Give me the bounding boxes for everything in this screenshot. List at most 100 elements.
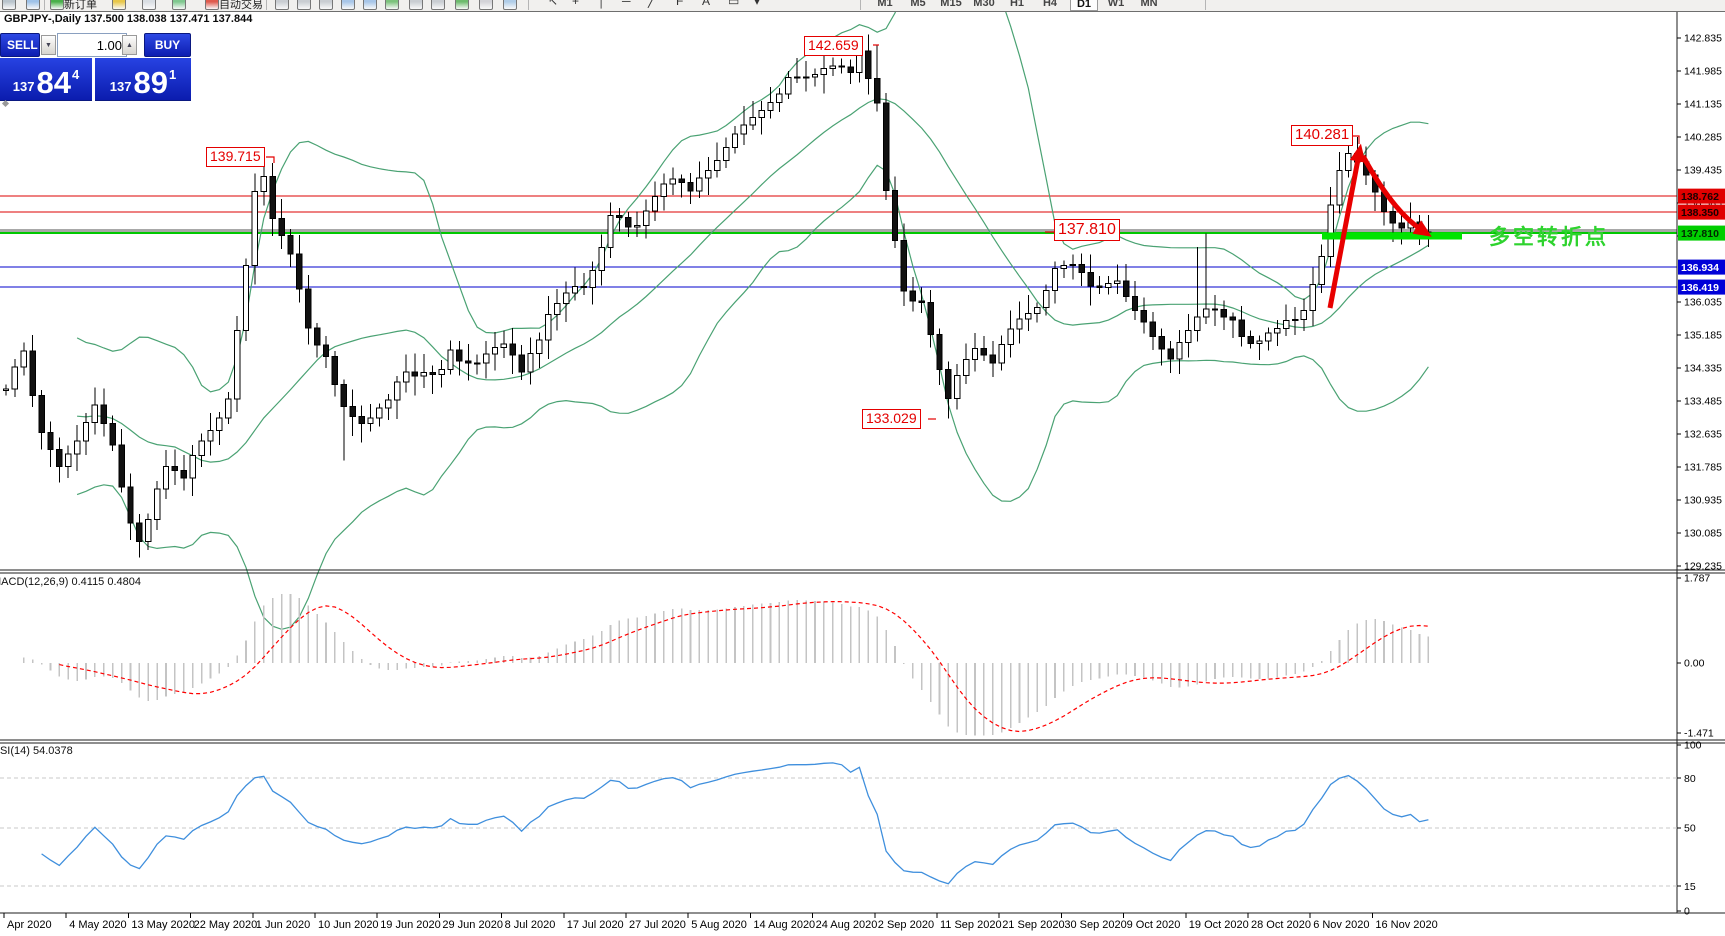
autotrading-icon[interactable]	[205, 0, 219, 10]
history-icon[interactable]	[112, 0, 126, 10]
timeframe-button-m5[interactable]: M5	[910, 0, 926, 9]
web-icon[interactable]	[172, 0, 186, 10]
buy-price[interactable]: 137 89 1	[95, 58, 191, 101]
new-order-label[interactable]: 新订单	[64, 0, 97, 11]
rsi-indicator-label: RSI(14) 54.0378	[0, 745, 73, 757]
shapes-icon[interactable]: ▾	[754, 0, 761, 8]
text-icon[interactable]: A	[702, 0, 711, 8]
svg-text:2 Sep 2020: 2 Sep 2020	[878, 919, 934, 931]
price-axis: 138.585137.735142.835141.985141.135140.2…	[1677, 33, 1725, 918]
price-annotation-133029: 133.029	[862, 409, 921, 429]
volume-increase-button[interactable]: ▲	[122, 35, 137, 55]
svg-text:129.235: 129.235	[1684, 561, 1722, 573]
svg-text:15: 15	[1684, 881, 1696, 893]
svg-text:16 Nov 2020: 16 Nov 2020	[1375, 919, 1437, 931]
tile-windows-icon[interactable]	[385, 0, 399, 10]
svg-text:80: 80	[1684, 773, 1696, 785]
zoom-in-icon[interactable]	[341, 0, 355, 10]
timeframe-button-w1[interactable]: W1	[1107, 0, 1125, 9]
svg-text:17 Jul 2020: 17 Jul 2020	[567, 919, 624, 931]
cloud-icon[interactable]	[142, 0, 156, 10]
svg-text:141.985: 141.985	[1684, 66, 1722, 78]
svg-text:135.185: 135.185	[1684, 330, 1722, 342]
timeframe-button-m15[interactable]: M15	[940, 0, 962, 9]
svg-text:138.762: 138.762	[1681, 191, 1719, 203]
svg-text:27 Jul 2020: 27 Jul 2020	[629, 919, 686, 931]
new-order-icon[interactable]	[50, 0, 64, 10]
macd-signal-line	[59, 600, 1429, 733]
sell-button[interactable]: SELL	[0, 33, 40, 57]
zoom-icon[interactable]	[26, 0, 40, 10]
trade-prices-row: 137 84 4 137 89 1	[0, 58, 191, 101]
one-click-trading-panel: SELL ▼ ▲ BUY 137 84 4 137 89 1	[0, 33, 191, 101]
zoom-out-icon[interactable]	[363, 0, 377, 10]
hline-icon[interactable]: ─	[622, 0, 631, 8]
svg-text:14 Aug 2020: 14 Aug 2020	[753, 919, 815, 931]
svg-text:19 Oct 2020: 19 Oct 2020	[1189, 919, 1249, 931]
timeframe-button-m1[interactable]: M1	[877, 0, 893, 9]
toolbar-separator	[266, 0, 267, 10]
timeframe-button-h4[interactable]: H4	[1042, 0, 1058, 9]
svg-text:11 Sep 2020: 11 Sep 2020	[940, 919, 1002, 931]
timeframe-button-mn[interactable]: MN	[1140, 0, 1158, 9]
label-icon[interactable]: ▭	[728, 0, 740, 8]
svg-text:136.419: 136.419	[1681, 282, 1719, 294]
sell-price[interactable]: 137 84 4	[0, 58, 92, 101]
bar-chart-icon[interactable]	[275, 0, 289, 10]
chart-title: GBPJPY-,Daily 137.500 138.038 137.471 13…	[4, 13, 253, 25]
sell-price-figure: 137	[12, 79, 35, 94]
autotrading-label[interactable]: 自动交易	[219, 0, 263, 11]
buy-button[interactable]: BUY	[144, 33, 191, 57]
toolbar-separator	[1205, 0, 1206, 10]
macd-histogram	[22, 593, 1430, 736]
svg-text:138.350: 138.350	[1681, 207, 1719, 219]
fibonacci-icon[interactable]: F	[676, 0, 684, 8]
line-chart-icon[interactable]	[319, 0, 333, 10]
sell-price-pips: 84	[36, 65, 71, 100]
cursor-icon[interactable]: ↖	[548, 0, 559, 8]
arrange-icon[interactable]	[431, 0, 445, 10]
svg-text:0: 0	[1684, 906, 1690, 918]
indicators-icon[interactable]	[503, 0, 517, 10]
svg-text:142.835: 142.835	[1684, 33, 1722, 45]
svg-text:130.085: 130.085	[1684, 528, 1722, 540]
toolbar-separator	[44, 0, 45, 10]
volume-input[interactable]	[57, 33, 127, 57]
svg-text:Apr 2020: Apr 2020	[7, 919, 52, 931]
svg-text:-1.471: -1.471	[1684, 728, 1714, 740]
toolbar-separator	[528, 0, 529, 10]
timeframe-button-m30[interactable]: M30	[973, 0, 995, 9]
svg-text:100: 100	[1684, 740, 1702, 752]
vline-icon[interactable]: │	[598, 0, 606, 8]
svg-text:1.787: 1.787	[1684, 573, 1710, 585]
svg-text:140.285: 140.285	[1684, 132, 1722, 144]
svg-text:10 Jun 2020: 10 Jun 2020	[318, 919, 379, 931]
svg-text:30 Sep 2020: 30 Sep 2020	[1064, 919, 1126, 931]
candles	[2, 34, 1432, 558]
volume-decrease-button[interactable]: ▼	[41, 35, 56, 55]
candle-chart-icon[interactable]	[297, 0, 311, 10]
svg-text:0.00: 0.00	[1684, 658, 1705, 670]
timeframe-button-d1[interactable]: D1	[1070, 0, 1098, 11]
svg-text:9 Oct 2020: 9 Oct 2020	[1127, 919, 1181, 931]
crosshair-icon[interactable]: +	[572, 0, 580, 8]
svg-text:1 Jun 2020: 1 Jun 2020	[256, 919, 310, 931]
trendline-icon[interactable]: ╱	[648, 0, 656, 8]
price-annotation-140281: 140.281	[1291, 125, 1354, 146]
period-icon[interactable]	[479, 0, 493, 10]
new-chart-icon[interactable]	[455, 0, 469, 10]
cascade-icon[interactable]	[409, 0, 423, 10]
svg-text:131.785: 131.785	[1684, 462, 1722, 474]
svg-text:136.934: 136.934	[1681, 262, 1719, 274]
svg-text:139.435: 139.435	[1684, 165, 1722, 177]
rsi-line	[41, 762, 1429, 885]
chart-window-icon[interactable]	[2, 0, 16, 10]
svg-text:134.335: 134.335	[1684, 363, 1722, 375]
timeframe-button-h1[interactable]: H1	[1009, 0, 1025, 9]
svg-text:136.035: 136.035	[1684, 297, 1722, 309]
svg-text:130.935: 130.935	[1684, 495, 1722, 507]
svg-text:141.135: 141.135	[1684, 99, 1722, 111]
